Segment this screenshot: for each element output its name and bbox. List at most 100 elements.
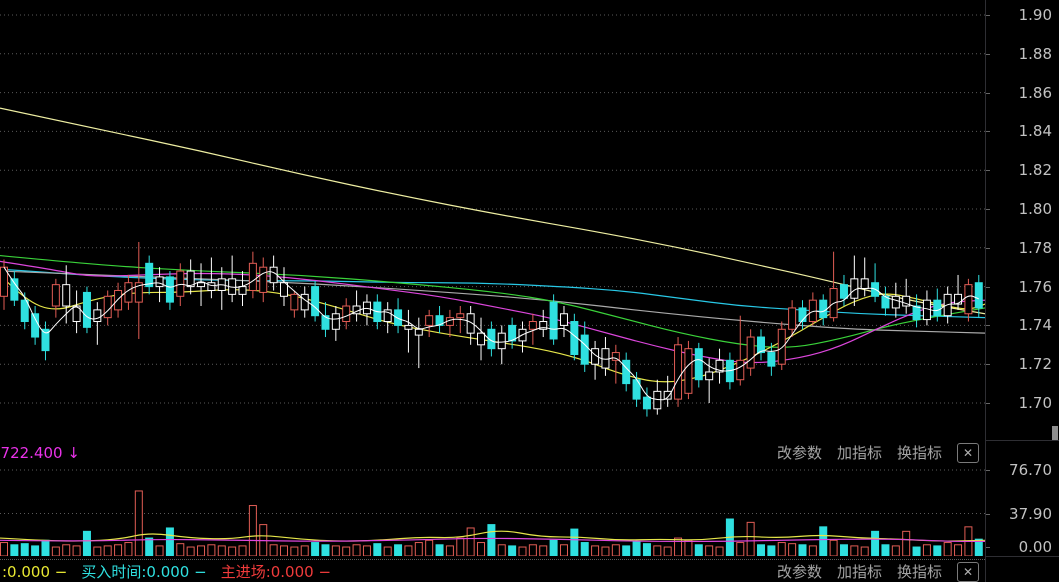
volume-bar (528, 544, 537, 556)
switch-indicator-button[interactable]: 换指标 (896, 444, 942, 462)
candle-body (155, 276, 164, 288)
volume-bar (72, 545, 81, 556)
status-bar: :0.000 − 买入时间:0.000 − 主进场:0.000 − 改参数 加指标 … (0, 559, 985, 582)
candle-body (580, 334, 589, 365)
candle-body (342, 305, 351, 323)
price-axis-label: 1.84 (1018, 122, 1052, 141)
volume-bar (248, 505, 257, 556)
price-axis-label: 1.88 (1018, 44, 1052, 63)
volume-bar (487, 524, 496, 556)
candle-body (601, 348, 610, 369)
volume-bar (974, 538, 983, 556)
candle-body (186, 270, 195, 288)
volume-bars (0, 490, 983, 556)
candle-body (103, 295, 112, 319)
candle-body (508, 324, 517, 342)
volume-bar (228, 546, 237, 556)
indicator-toolbar: 6722.400 ↓ 改参数 加指标 换指标 ✕ (0, 441, 985, 464)
volume-bar (829, 539, 838, 556)
volume-bar (414, 542, 423, 556)
candle-body (933, 299, 942, 317)
volume-bar (601, 546, 610, 556)
candle-body (238, 286, 247, 295)
price-axis-label: 76.70 (1009, 461, 1052, 479)
candle-body (767, 352, 776, 367)
volume-bar (321, 544, 330, 556)
volume-chart[interactable] (0, 464, 985, 556)
candlestick-chart[interactable] (0, 0, 985, 440)
candle-body (290, 293, 299, 311)
candle-body (321, 315, 330, 330)
volume-bar (0, 542, 8, 556)
volume-bar (311, 542, 320, 556)
modify-params-button[interactable]: 改参数 (776, 563, 822, 581)
volume-bar (290, 546, 299, 556)
volume-bar (591, 545, 600, 556)
volume-bar (902, 530, 911, 556)
volume-bar (62, 544, 71, 556)
candle-body (279, 282, 288, 297)
add-indicator-button[interactable]: 加指标 (836, 444, 882, 462)
volume-bar (746, 521, 755, 556)
close-icon[interactable]: ✕ (957, 442, 979, 463)
axis-tick (986, 547, 990, 548)
candle-body (425, 315, 434, 326)
candle-body (383, 309, 392, 323)
close-icon[interactable]: ✕ (957, 561, 979, 582)
candle-body (622, 359, 631, 385)
candle-body (788, 307, 797, 330)
candle-body (176, 270, 185, 297)
candle-body (736, 359, 745, 381)
volume-bar (684, 539, 693, 556)
scrollbar-thumb[interactable] (1052, 426, 1058, 440)
volume-bar (466, 527, 475, 556)
candle-body (477, 332, 486, 346)
volume-bar (871, 530, 880, 556)
volume-bar (186, 546, 195, 556)
candle-body (974, 282, 983, 309)
volume-bar (217, 545, 226, 556)
volume-bar (145, 537, 154, 556)
axis-tick (986, 53, 990, 55)
candle-body (248, 262, 257, 291)
volume-bar (383, 546, 392, 556)
volume-bar (580, 542, 589, 556)
axis-tick (986, 403, 990, 404)
volume-bar (238, 545, 247, 556)
candle-body (746, 336, 755, 369)
volume-bar (922, 544, 931, 556)
volume-bar (425, 539, 434, 556)
candle-body (611, 352, 620, 361)
price-axis-label: 1.74 (1018, 316, 1052, 335)
candle-body (82, 291, 91, 328)
candle-body (414, 328, 423, 336)
price-axis-label: 0.00 (1018, 538, 1052, 556)
volume-bar (767, 545, 776, 556)
volume-bar (155, 545, 164, 556)
candle-body (207, 282, 216, 291)
switch-indicator-button[interactable]: 换指标 (896, 563, 942, 581)
volume-bar (642, 543, 651, 556)
volume-bar (394, 544, 403, 556)
candle-body (41, 328, 50, 352)
volume-bar (269, 544, 278, 556)
volume-bar (611, 544, 620, 556)
vol-ma-yellow (0, 530, 985, 542)
volume-bar (881, 544, 890, 556)
modify-params-button[interactable]: 改参数 (776, 444, 822, 462)
candle-body (642, 396, 651, 410)
axis-tick (986, 247, 990, 249)
candle-body (62, 284, 71, 307)
volume-bar (342, 546, 351, 556)
price-axis-label: 1.82 (1018, 161, 1052, 180)
price-axis-label: 1.72 (1018, 355, 1052, 374)
volume-bar (674, 537, 683, 556)
ma-yellow (0, 274, 985, 383)
add-indicator-button[interactable]: 加指标 (836, 563, 882, 581)
volume-bar (663, 546, 672, 556)
volume-bar (404, 545, 413, 556)
candle-body (197, 282, 206, 288)
volume-bar (798, 544, 807, 556)
candle-body (715, 359, 724, 373)
